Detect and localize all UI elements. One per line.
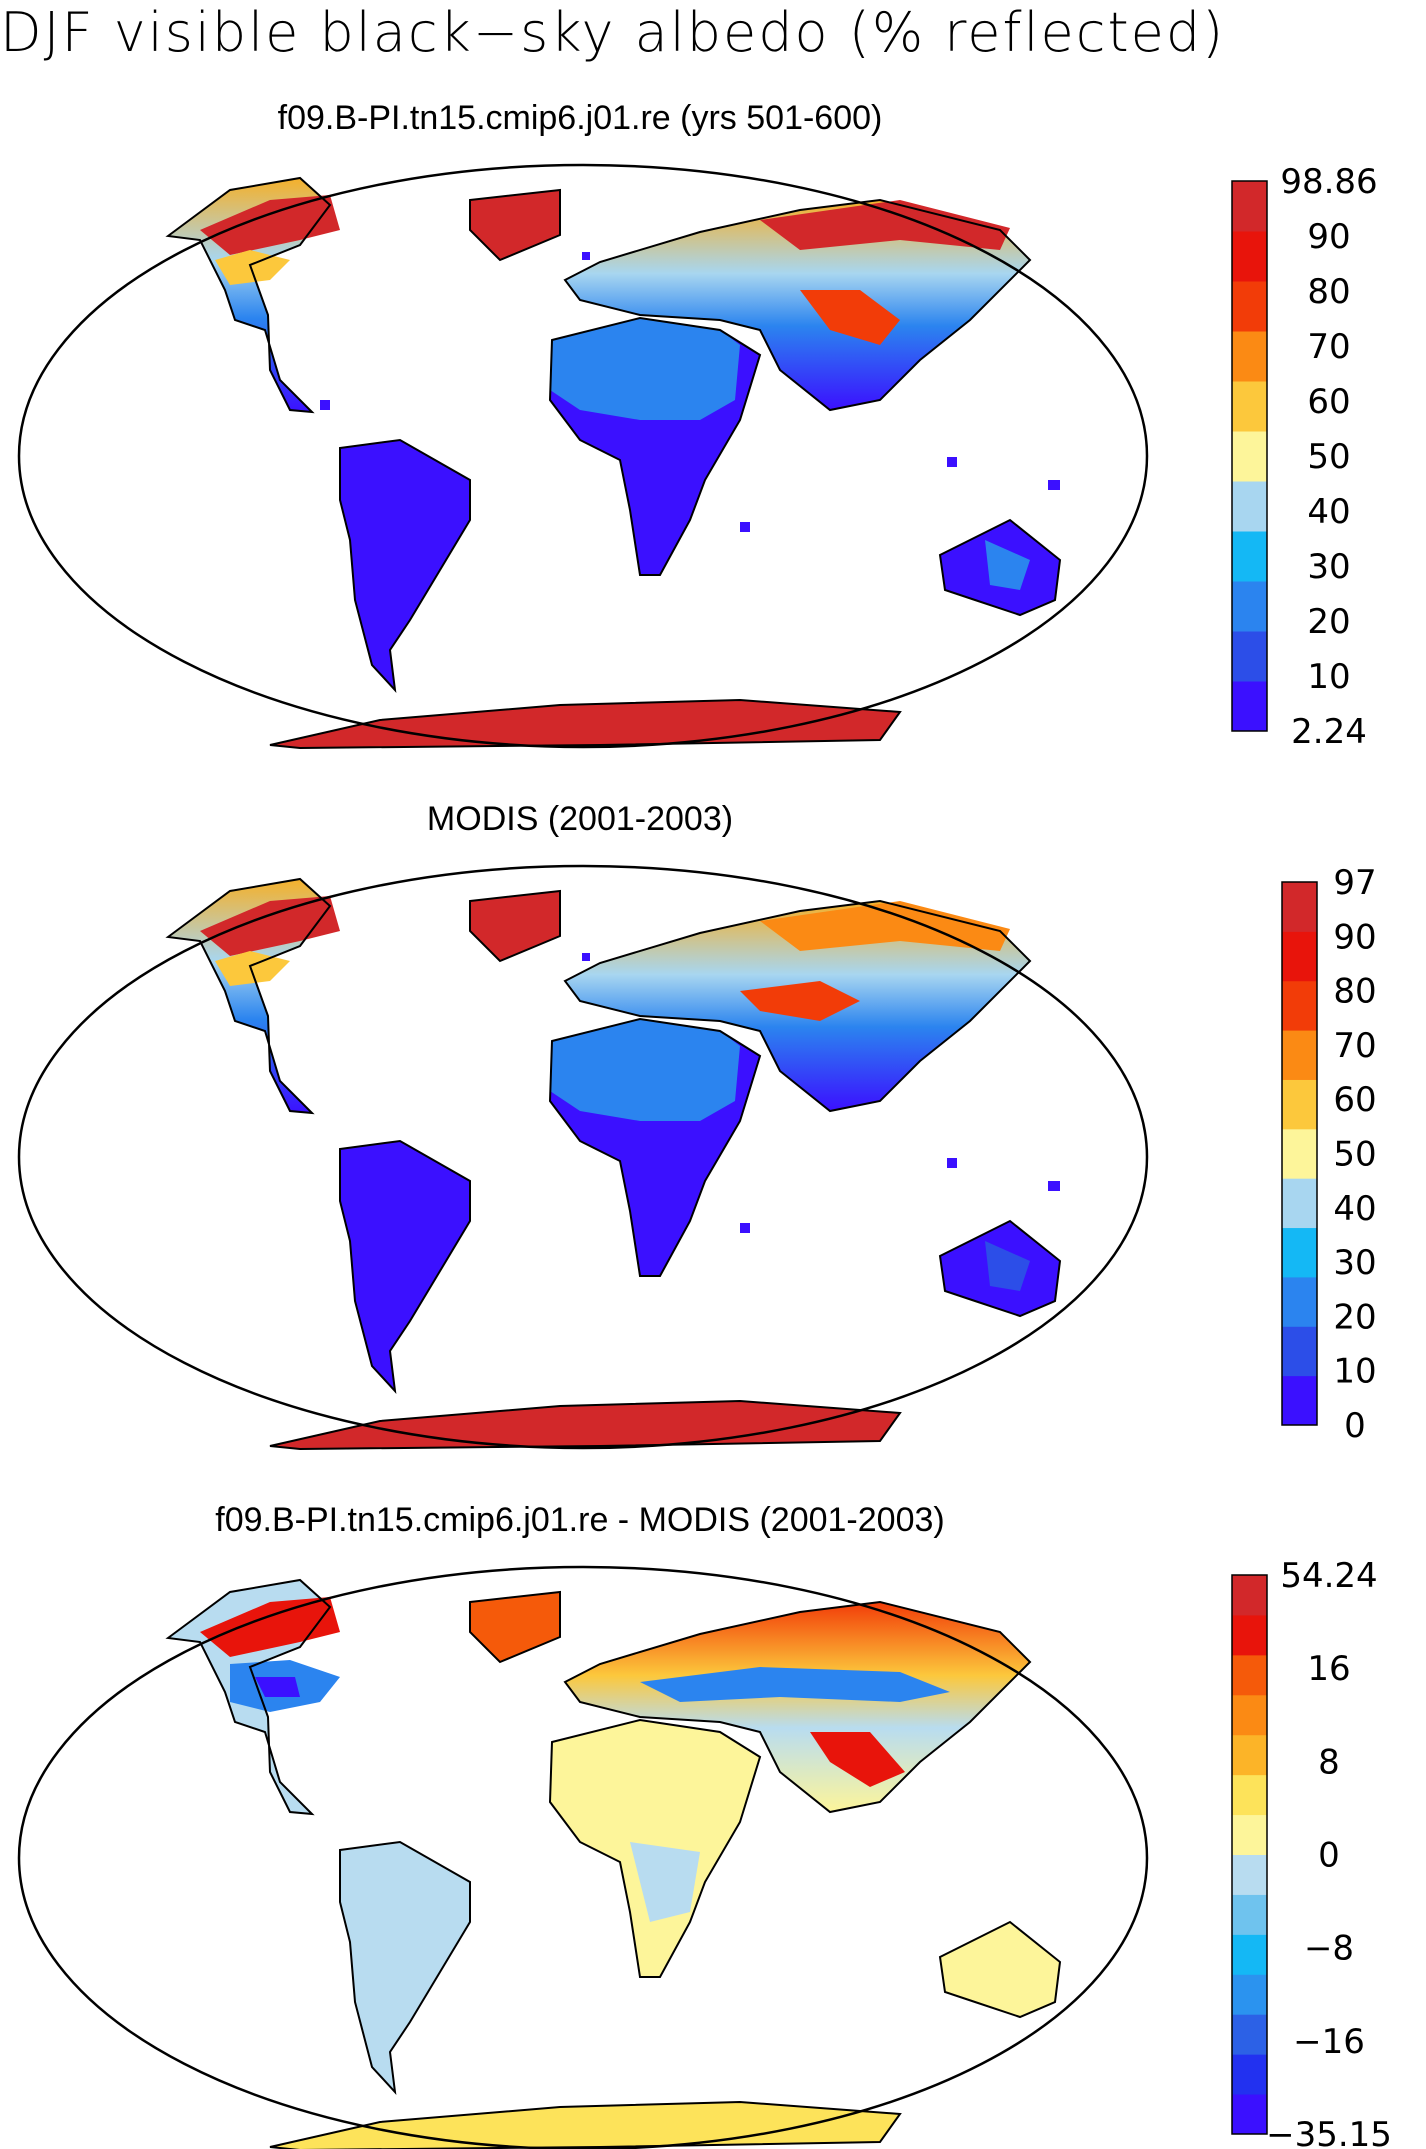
colorbar-swatch bbox=[1232, 681, 1267, 732]
colorbar-tick-label: −35.15 bbox=[1266, 2115, 1392, 2149]
colorbar-tick-label: 0 bbox=[1318, 1836, 1340, 1876]
colorbar-swatch bbox=[1232, 531, 1267, 582]
colorbar-tick-label: 30 bbox=[1307, 547, 1350, 587]
colorbar-tick-label: 90 bbox=[1333, 917, 1376, 957]
colorbar-tick-label: 97 bbox=[1333, 863, 1376, 903]
colorbar-swatch bbox=[1232, 1814, 1267, 1855]
map-frame bbox=[17, 163, 1149, 749]
colorbar-swatch bbox=[1232, 631, 1267, 682]
colorbar-3: 54.24 16 8 0 −8 −16 −35.15 bbox=[1231, 1556, 1392, 2149]
colorbar-swatch bbox=[1232, 1654, 1267, 1696]
colorbar-tick-label: 98.86 bbox=[1280, 162, 1377, 202]
colorbar-frame bbox=[1231, 1574, 1268, 2135]
map-frame bbox=[17, 1565, 1149, 2149]
colorbar-tick-label: 80 bbox=[1333, 972, 1376, 1012]
panel-3-map bbox=[17, 1565, 1149, 2149]
colorbar-swatch bbox=[1232, 231, 1267, 282]
colorbar-1: 98.86 90 80 70 60 50 40 30 20 10 2.24 bbox=[1231, 162, 1378, 752]
panel-1-map bbox=[17, 163, 1149, 750]
colorbar-tick-label: 60 bbox=[1333, 1080, 1376, 1120]
colorbar-tick-label: 70 bbox=[1333, 1026, 1376, 1066]
colorbar-tick-label: 80 bbox=[1307, 272, 1350, 312]
colorbar-swatch bbox=[1282, 1276, 1317, 1327]
land-fill bbox=[168, 1580, 1060, 2149]
colorbar-swatch bbox=[1282, 1178, 1317, 1229]
colorbar-tick-label: 0 bbox=[1344, 1406, 1366, 1446]
colorbar-swatch bbox=[1282, 980, 1317, 1031]
colorbar-tick-label: 20 bbox=[1307, 602, 1350, 642]
colorbar-tick-label: 70 bbox=[1307, 327, 1350, 367]
colorbar-swatch bbox=[1232, 381, 1267, 432]
page-title: DJF visible black−sky albedo (% reflecte… bbox=[0, 1, 1226, 64]
colorbar-tick-label: −8 bbox=[1304, 1929, 1354, 1969]
colorbar-tick-label: 10 bbox=[1333, 1352, 1376, 1392]
colorbar-swatch bbox=[1232, 1614, 1267, 1656]
panel-1-title: f09.B-PI.tn15.cmip6.j01.re (yrs 501-600) bbox=[277, 99, 883, 137]
colorbar-swatch bbox=[1232, 1734, 1267, 1776]
colorbar-swatch bbox=[1232, 2054, 1267, 2095]
colorbar-swatch bbox=[1232, 1694, 1267, 1736]
colorbar-2: 97 90 80 70 60 50 40 30 20 10 0 bbox=[1281, 863, 1377, 1446]
colorbar-tick-label: 60 bbox=[1307, 382, 1350, 422]
panel-3-title: f09.B-PI.tn15.cmip6.j01.re - MODIS (2001… bbox=[215, 1501, 945, 1539]
colorbar-swatch bbox=[1232, 281, 1267, 332]
colorbar-swatch bbox=[1232, 1854, 1267, 1895]
colorbar-tick-label: 16 bbox=[1307, 1649, 1350, 1689]
colorbar-tick-label: 20 bbox=[1333, 1297, 1376, 1337]
colorbar-swatch bbox=[1232, 481, 1267, 532]
colorbar-tick-label: 40 bbox=[1333, 1189, 1376, 1229]
colorbar-swatch bbox=[1232, 1894, 1267, 1935]
colorbar-swatch bbox=[1282, 1079, 1317, 1130]
colorbar-tick-label: 2.24 bbox=[1291, 712, 1367, 752]
colorbar-swatch bbox=[1232, 181, 1267, 232]
colorbar-swatch bbox=[1282, 931, 1317, 982]
colorbar-swatch bbox=[1232, 1774, 1267, 1816]
colorbar-swatch bbox=[1232, 2094, 1267, 2135]
colorbar-frame bbox=[1281, 881, 1318, 1426]
map-frame bbox=[17, 864, 1149, 1450]
colorbar-tick-label: 30 bbox=[1333, 1243, 1376, 1283]
colorbars: 98.869080706050403020102.249790807060504… bbox=[1231, 162, 1392, 2149]
colorbar-swatch bbox=[1232, 1974, 1267, 2015]
colorbar-swatch bbox=[1232, 431, 1267, 482]
colorbar-tick-label: −16 bbox=[1293, 2022, 1365, 2062]
colorbar-swatch bbox=[1282, 882, 1317, 932]
colorbar-tick-label: 50 bbox=[1333, 1135, 1376, 1175]
colorbar-swatch bbox=[1282, 1375, 1317, 1426]
colorbar-tick-label: 40 bbox=[1307, 492, 1350, 532]
colorbar-swatch bbox=[1282, 1128, 1317, 1179]
panel-2-title: MODIS (2001-2003) bbox=[426, 800, 734, 838]
colorbar-tick-label: 10 bbox=[1307, 657, 1350, 697]
land-fill bbox=[168, 178, 1060, 748]
colorbar-swatch bbox=[1282, 1227, 1317, 1278]
panel-2-map bbox=[17, 864, 1149, 1451]
colorbar-swatch bbox=[1282, 1326, 1317, 1377]
colorbar-swatch bbox=[1232, 581, 1267, 632]
coastlines bbox=[165, 176, 1062, 750]
land-fill bbox=[168, 879, 1060, 1449]
colorbar-swatch bbox=[1232, 1934, 1267, 1975]
colorbar-tick-label: 90 bbox=[1307, 217, 1350, 257]
colorbar-swatch bbox=[1282, 1030, 1317, 1080]
coastlines bbox=[165, 877, 1062, 1451]
colorbar-swatch bbox=[1232, 1575, 1267, 1616]
colorbar-tick-label: 8 bbox=[1318, 1742, 1340, 1782]
colorbar-tick-label: 50 bbox=[1307, 437, 1350, 477]
colorbar-tick-label: 54.24 bbox=[1280, 1556, 1377, 1596]
coastlines bbox=[165, 1578, 1062, 2149]
colorbar-swatch bbox=[1232, 331, 1267, 382]
colorbar-swatch bbox=[1232, 2014, 1267, 2055]
colorbar-frame bbox=[1231, 180, 1268, 732]
